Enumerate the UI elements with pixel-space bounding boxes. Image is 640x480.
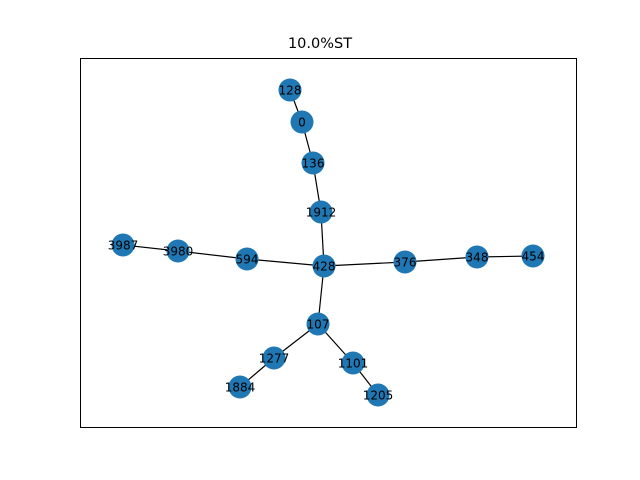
node-label: 0 [298,116,306,130]
node-1912: 1912 [306,200,337,224]
node-marker [366,383,390,407]
node-label: 454 [522,250,545,264]
node-marker [290,110,314,134]
node-label: 594 [236,253,259,267]
node-marker [465,245,489,269]
node-1205: 1205 [363,383,394,407]
node-marker [306,312,330,336]
node-1884: 1884 [225,375,256,399]
node-label: 3987 [108,239,139,253]
node-marker [111,233,135,257]
node-label: 1101 [338,357,369,371]
node-128: 128 [278,78,302,102]
node-3980: 3980 [163,239,194,263]
node-label: 1884 [225,381,256,395]
node-marker [312,254,336,278]
edge-376-348 [404,256,478,263]
edge-594-428 [246,258,325,267]
node-marker [301,151,325,175]
node-107: 107 [306,312,330,336]
node-1277: 1277 [259,346,290,370]
axes-frame [80,58,577,428]
node-label: 3980 [163,245,194,259]
node-label: 107 [307,318,330,332]
node-marker [521,244,545,268]
node-label: 376 [394,256,417,270]
node-454: 454 [521,244,545,268]
node-marker [278,78,302,102]
node-label: 1205 [363,389,394,403]
node-marker [262,346,286,370]
node-marker [341,351,365,375]
node-label: 136 [302,157,325,171]
node-428: 428 [312,254,336,278]
edge-428-376 [323,261,406,267]
node-0: 0 [290,110,314,134]
node-136: 136 [301,151,325,175]
node-label: 1277 [259,352,290,366]
node-label: 128 [279,84,302,98]
node-marker [309,200,333,224]
plot-title: 10.0%ST [288,36,352,52]
node-marker [166,239,190,263]
node-348: 348 [465,245,489,269]
node-label: 348 [466,251,489,265]
node-594: 594 [235,247,259,271]
nodes-layer: 128 0 136 1912 3987 3980 594 428 376 348 454 107 127… [108,78,545,407]
edge-3980-594 [177,250,248,260]
node-label: 1912 [306,206,337,220]
node-1101: 1101 [338,351,369,375]
node-3987: 3987 [108,233,139,257]
node-marker [393,250,417,274]
node-376: 376 [393,250,417,274]
node-marker [228,375,252,399]
node-label: 428 [313,260,336,274]
node-marker [235,247,259,271]
